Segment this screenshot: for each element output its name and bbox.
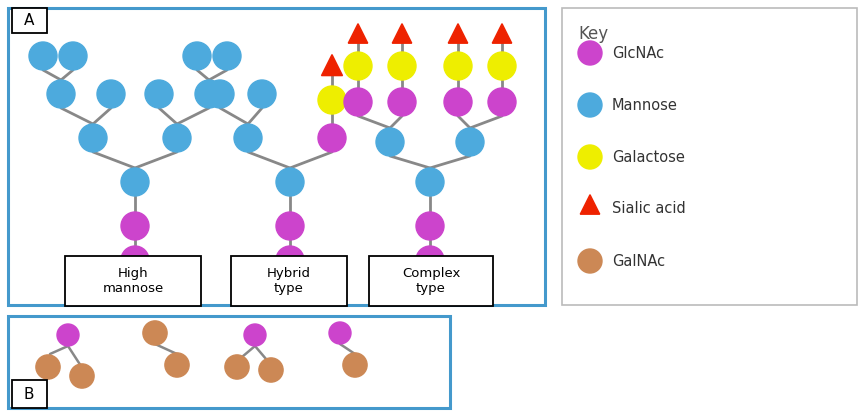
FancyBboxPatch shape xyxy=(12,380,47,408)
Circle shape xyxy=(578,249,602,273)
Circle shape xyxy=(259,358,283,382)
Circle shape xyxy=(163,124,191,152)
Circle shape xyxy=(343,353,367,377)
FancyBboxPatch shape xyxy=(65,256,201,306)
Text: High
mannose: High mannose xyxy=(102,267,164,295)
FancyBboxPatch shape xyxy=(369,256,493,306)
Circle shape xyxy=(145,80,173,108)
Circle shape xyxy=(121,246,149,274)
Polygon shape xyxy=(392,24,411,43)
Circle shape xyxy=(444,52,472,80)
Circle shape xyxy=(578,145,602,169)
Circle shape xyxy=(121,212,149,240)
Circle shape xyxy=(97,80,125,108)
Text: Galactose: Galactose xyxy=(612,149,685,164)
Circle shape xyxy=(488,88,516,116)
Circle shape xyxy=(388,52,416,80)
FancyBboxPatch shape xyxy=(231,256,347,306)
Circle shape xyxy=(57,324,79,346)
Circle shape xyxy=(456,128,484,156)
Circle shape xyxy=(234,124,262,152)
Circle shape xyxy=(70,364,94,388)
Text: Complex
type: Complex type xyxy=(402,267,460,295)
FancyBboxPatch shape xyxy=(12,8,47,33)
Circle shape xyxy=(47,80,75,108)
Circle shape xyxy=(318,124,346,152)
Circle shape xyxy=(29,42,57,70)
Circle shape xyxy=(376,128,404,156)
Circle shape xyxy=(165,353,189,377)
Circle shape xyxy=(183,42,211,70)
Polygon shape xyxy=(348,24,368,43)
Text: GlcNAc: GlcNAc xyxy=(612,46,664,61)
Polygon shape xyxy=(580,195,600,214)
Circle shape xyxy=(276,168,304,196)
FancyBboxPatch shape xyxy=(8,316,450,408)
Polygon shape xyxy=(448,24,468,43)
Text: GalNAc: GalNAc xyxy=(612,254,665,269)
Circle shape xyxy=(59,42,87,70)
Text: Sialic acid: Sialic acid xyxy=(612,202,686,217)
Circle shape xyxy=(143,321,168,345)
Circle shape xyxy=(444,88,472,116)
Circle shape xyxy=(276,246,304,274)
Text: Mannose: Mannose xyxy=(612,98,678,112)
Circle shape xyxy=(329,322,351,344)
Circle shape xyxy=(206,80,234,108)
Text: Key: Key xyxy=(578,25,608,43)
FancyBboxPatch shape xyxy=(8,8,545,305)
Circle shape xyxy=(244,324,266,346)
Circle shape xyxy=(213,42,241,70)
Text: B: B xyxy=(23,386,34,401)
Circle shape xyxy=(276,212,304,240)
Circle shape xyxy=(195,80,223,108)
Circle shape xyxy=(121,168,149,196)
Circle shape xyxy=(225,355,249,379)
Text: Hybrid
type: Hybrid type xyxy=(267,267,311,295)
Circle shape xyxy=(416,246,444,274)
FancyBboxPatch shape xyxy=(562,8,857,305)
Circle shape xyxy=(79,124,107,152)
Text: A: A xyxy=(23,14,34,29)
Circle shape xyxy=(344,88,372,116)
Circle shape xyxy=(416,212,444,240)
Circle shape xyxy=(318,86,346,114)
Circle shape xyxy=(488,52,516,80)
Circle shape xyxy=(388,88,416,116)
Polygon shape xyxy=(492,24,512,43)
Circle shape xyxy=(36,355,60,379)
Polygon shape xyxy=(321,55,343,76)
Circle shape xyxy=(344,52,372,80)
Circle shape xyxy=(578,41,602,65)
Circle shape xyxy=(578,93,602,117)
Circle shape xyxy=(248,80,276,108)
Circle shape xyxy=(416,168,444,196)
